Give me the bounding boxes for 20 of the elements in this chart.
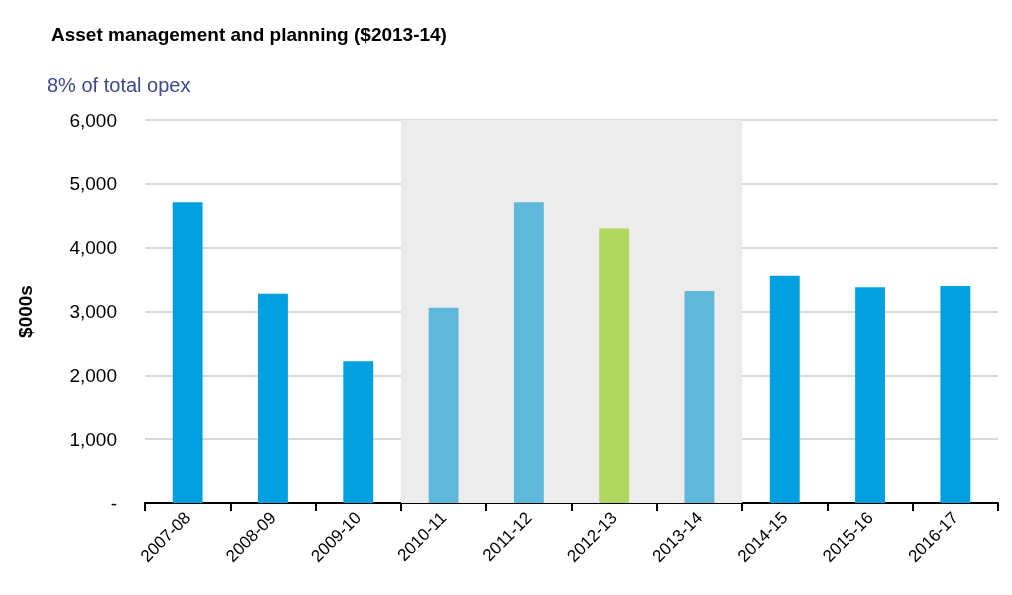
bar — [684, 291, 715, 503]
bar — [428, 307, 459, 503]
y-tick-label: 6,000 — [69, 109, 117, 131]
chart-title: Asset management and planning ($2013-14) — [51, 24, 447, 45]
bar — [940, 285, 971, 503]
bar — [599, 228, 630, 503]
bar — [513, 202, 544, 503]
chart-subtitle: 8% of total opex — [47, 74, 191, 96]
bar — [343, 361, 374, 503]
y-tick-label: 4,000 — [69, 237, 117, 259]
bar — [172, 202, 203, 503]
bar — [855, 287, 885, 503]
y-tick-label: 3,000 — [69, 301, 117, 322]
y-tick-label: 2,000 — [69, 364, 117, 386]
y-tick-label: - — [110, 492, 117, 514]
y-tick-label: 1,000 — [69, 428, 117, 450]
bar — [258, 293, 288, 503]
bar — [769, 275, 800, 503]
y-axis-title: $000s — [15, 285, 36, 338]
y-tick-label: 5,000 — [69, 173, 117, 195]
